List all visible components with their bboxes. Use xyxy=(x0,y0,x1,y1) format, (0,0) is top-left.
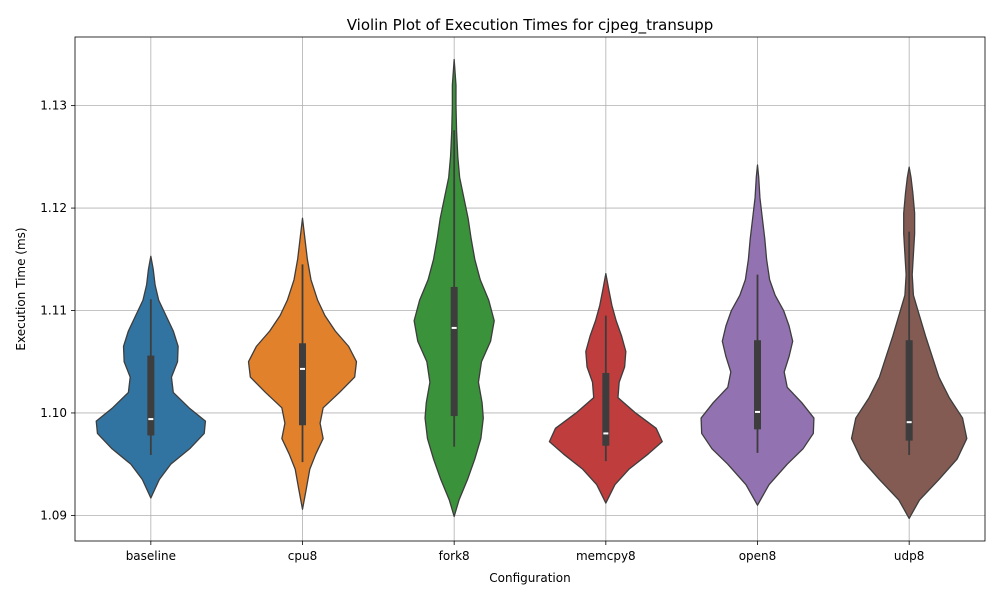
x-tick-label-udp8: udp8 xyxy=(894,549,924,563)
y-tick-label: 1.12 xyxy=(40,201,67,215)
y-tick-label: 1.10 xyxy=(40,406,67,420)
x-axis-label: Configuration xyxy=(489,571,570,585)
iqr-box-cpu8 xyxy=(299,343,306,426)
violins xyxy=(95,58,968,520)
x-axis-ticks: baseline cpu8 fork8 memcpy8 open8 udp8 xyxy=(126,541,924,563)
chart-title: Violin Plot of Execution Times for cjpeg… xyxy=(347,16,714,35)
iqr-box-fork8 xyxy=(450,286,458,417)
y-tick-label: 1.13 xyxy=(40,99,67,113)
inner-boxes xyxy=(147,130,913,463)
plot-frame xyxy=(74,36,986,542)
y-tick-label: 1.09 xyxy=(40,508,67,522)
x-tick-label-cpu8: cpu8 xyxy=(288,549,317,563)
iqr-box-udp8 xyxy=(905,340,913,441)
x-tick-label-memcpy8: memcpy8 xyxy=(576,549,636,563)
x-tick-label-open8: open8 xyxy=(739,549,777,563)
grid xyxy=(75,37,985,541)
y-axis-label: Execution Time (ms) xyxy=(14,227,28,350)
x-tick-label-fork8: fork8 xyxy=(439,549,470,563)
y-axis-ticks: 1.09 1.10 1.11 1.12 1.13 xyxy=(40,99,75,522)
x-tick-label-baseline: baseline xyxy=(126,549,176,563)
y-tick-label: 1.11 xyxy=(40,304,67,318)
iqr-box-memcpy8 xyxy=(602,373,610,446)
iqr-box-open8 xyxy=(754,340,761,430)
iqr-box-baseline xyxy=(147,355,155,436)
